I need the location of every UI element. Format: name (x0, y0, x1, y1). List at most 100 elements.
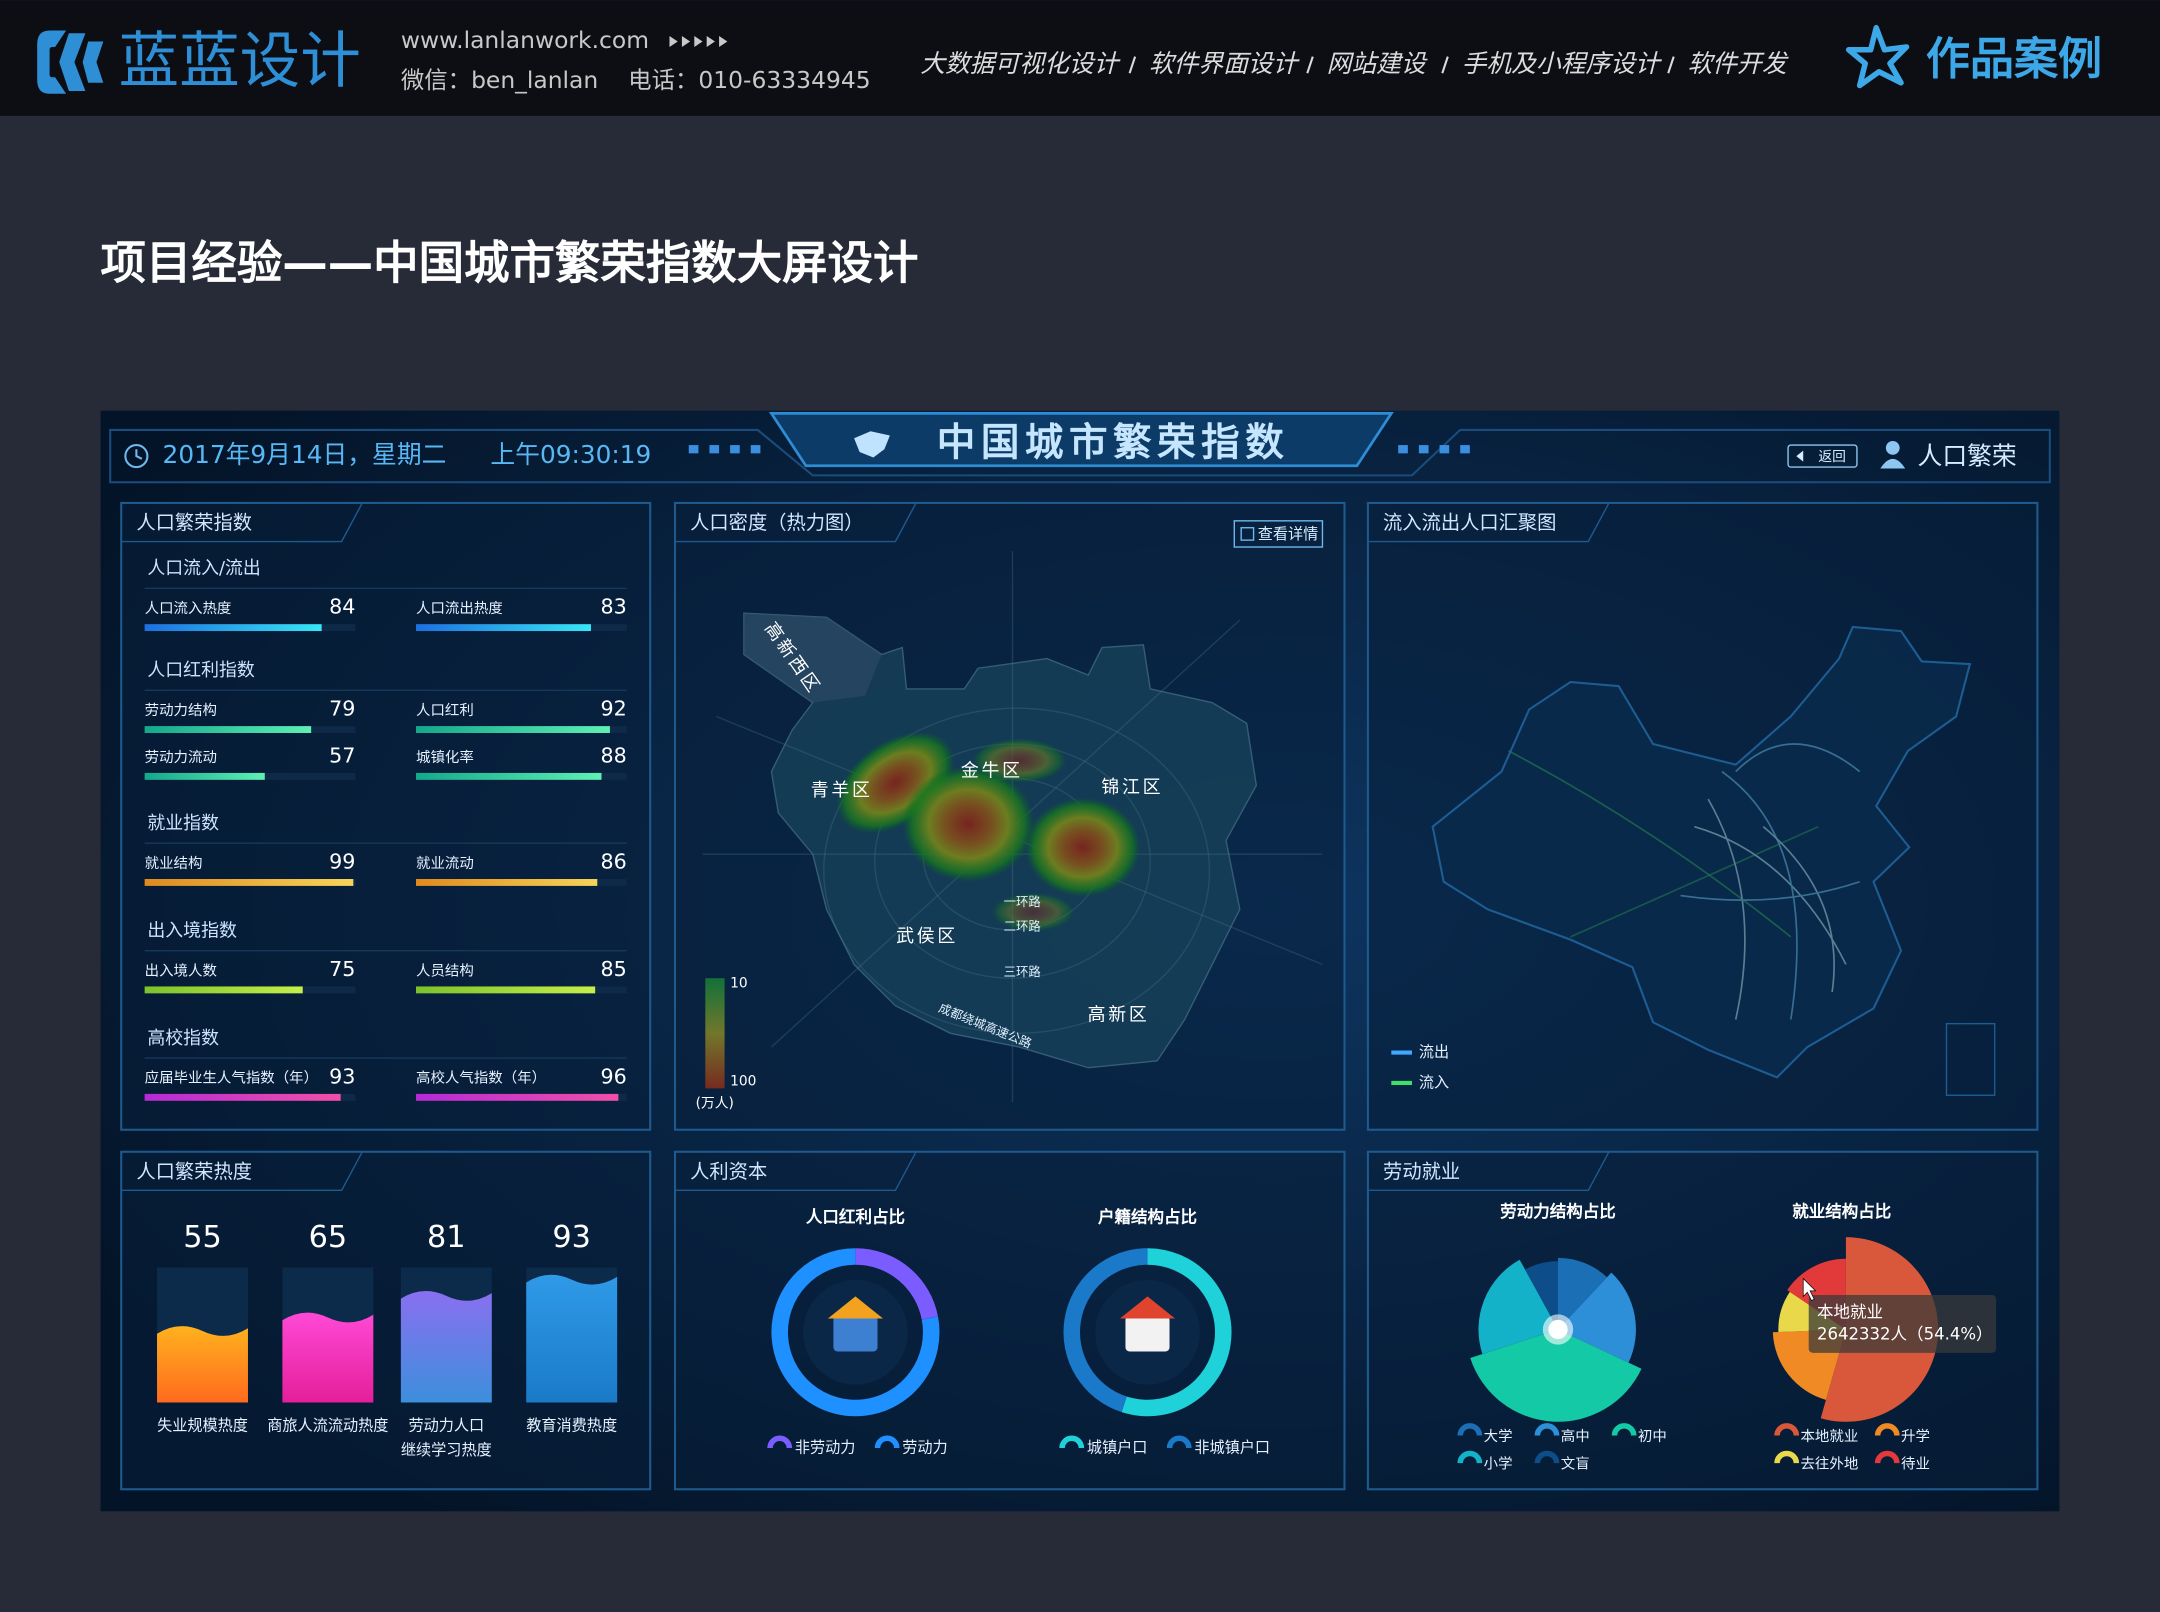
panel-title: 流入流出人口汇聚图 (1383, 511, 1556, 534)
time: 上午09:30:19 (490, 440, 651, 469)
clock-icon (124, 444, 149, 469)
panel-title: 人利资本 (690, 1160, 767, 1183)
icon-top (827, 1296, 884, 1319)
arrows (669, 35, 728, 47)
dashboard-title: 中国城市繁荣指数 (937, 421, 1290, 466)
detail-button[interactable] (1233, 520, 1324, 548)
bar (144, 879, 354, 886)
bar (144, 726, 312, 733)
item-value: 75 (329, 957, 355, 981)
bar (144, 624, 322, 632)
district-label: 武侯区 (896, 926, 958, 947)
legend-label: 高中 (1561, 1428, 1590, 1445)
clock-hand (135, 449, 143, 460)
legend-min: 10 (730, 976, 748, 992)
title-plate (768, 412, 1394, 468)
road-label: 二环路 (1004, 919, 1042, 934)
heat-value: 65 (309, 1220, 348, 1255)
deco-squares (688, 445, 1470, 454)
legend-label: 大学 (1484, 1428, 1513, 1445)
item-value: 88 (600, 743, 626, 767)
legend-label: 本地就业 (1800, 1428, 1858, 1445)
heat-value: 55 (183, 1220, 222, 1255)
bar (144, 1093, 341, 1101)
panel-tab (1367, 502, 1610, 543)
chart-title: 就业结构占比 (1792, 1201, 1891, 1221)
heat-bar (400, 1290, 492, 1403)
tooltip-name: 本地就业 (1817, 1302, 1883, 1321)
panel (673, 501, 1346, 1131)
item-value: 92 (600, 697, 626, 721)
item-label: 出入境人数 (145, 961, 218, 979)
legend-label: 劳动力 (902, 1438, 947, 1456)
detail-icon (1240, 527, 1255, 541)
wechat: 微信：ben_lanlan (401, 66, 598, 94)
nav-separator (1306, 56, 1314, 74)
legend-icon (767, 1435, 793, 1449)
page-title: 项目经验——中国城市繁荣指数大屏设计 (101, 237, 919, 290)
legend-unit: (万人) (696, 1096, 734, 1112)
panel-title: 人口密度（热力图） (690, 511, 863, 534)
pie-segment (1525, 1261, 1559, 1330)
district-label: 高新区 (1088, 1004, 1150, 1025)
legend-icon (1457, 1423, 1483, 1436)
panel-title: 劳动就业 (1383, 1160, 1460, 1183)
panel-tab (1367, 1151, 1610, 1192)
icon-body (1125, 1315, 1170, 1352)
bar (144, 986, 303, 994)
heat-label: 失业规模热度 (157, 1416, 248, 1434)
donut-segment (1121, 1248, 1232, 1417)
legend-label: 非劳动力 (795, 1438, 856, 1456)
detail-label[interactable]: 查看详情 (1258, 525, 1319, 543)
panel-tab (675, 502, 917, 543)
group-title: 人口红利指数 (147, 660, 254, 681)
back-icon[interactable] (1796, 450, 1804, 462)
china-icon (854, 431, 890, 458)
item-label: 人口流入热度 (145, 600, 232, 617)
item-value: 85 (600, 957, 626, 981)
pie-segment (1470, 1329, 1642, 1422)
url: www.lanlanwork.com (401, 26, 649, 54)
brand: 蓝蓝设计 (118, 26, 360, 96)
item-value: 93 (329, 1064, 355, 1088)
legend-icon (1534, 1423, 1560, 1436)
item-value: 86 (600, 849, 626, 873)
item-label: 人口红利 (416, 702, 474, 719)
group-title: 高校指数 (147, 1028, 219, 1049)
cursor (1802, 1277, 1817, 1302)
legend-icon (874, 1435, 900, 1449)
heat-label: 劳动力人口 (408, 1416, 484, 1434)
back-label[interactable]: 返回 (1818, 449, 1846, 465)
chart-title: 户籍结构占比 (1098, 1206, 1197, 1226)
bar (144, 772, 265, 780)
panel (1366, 501, 2039, 1131)
user: 人口繁荣 (1918, 441, 2017, 470)
district-label: 青羊区 (811, 780, 873, 801)
heat-bar (526, 1274, 618, 1403)
item-label: 就业流动 (416, 855, 474, 872)
legend-icon (1874, 1450, 1900, 1464)
nav-separator (1441, 56, 1449, 74)
heat-value: 93 (552, 1220, 591, 1255)
nav-item: 手机及小程序设计 (1462, 49, 1662, 78)
group-title: 出入境指数 (147, 920, 237, 941)
bar (416, 1093, 619, 1101)
nav-item: 大数据可视化设计 (920, 49, 1120, 78)
legend-label: 待业 (1901, 1455, 1930, 1472)
legend-label: 流入 (1419, 1073, 1449, 1091)
legend-label: 流出 (1419, 1043, 1449, 1061)
item-label: 劳动力结构 (145, 702, 217, 719)
heat-label: 继续学习热度 (401, 1441, 492, 1459)
legend-label: 升学 (1901, 1428, 1930, 1445)
dashboard: 2017年9月14日，星期二 上午09:30:19 中国城市繁荣指数 返回 人口… (100, 410, 2060, 1512)
user-icon (1885, 440, 1900, 455)
legend-icon (1166, 1435, 1192, 1449)
item-label: 城镇化率 (416, 749, 474, 766)
item-label: 就业结构 (145, 855, 203, 872)
cases-icon (1845, 24, 1910, 89)
item-value: 83 (600, 595, 626, 619)
legend-icon (1534, 1450, 1560, 1464)
item-label: 应届毕业生人气指数（年） (145, 1069, 318, 1087)
legend-icon (1774, 1450, 1800, 1464)
back-button[interactable] (1787, 444, 1858, 468)
